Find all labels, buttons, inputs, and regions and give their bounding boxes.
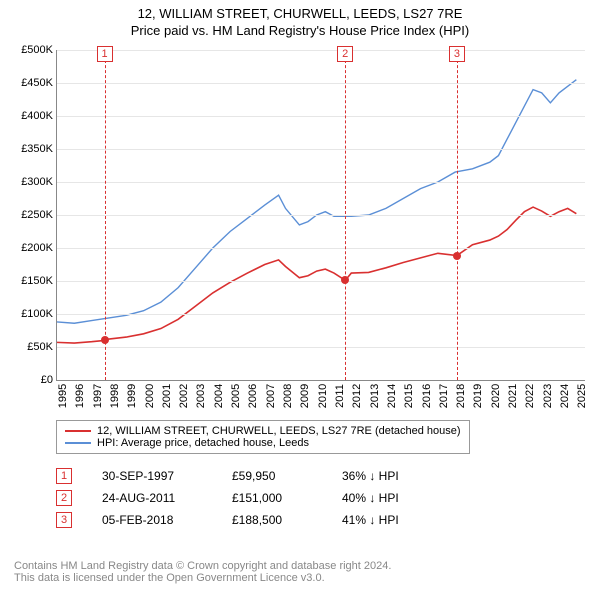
y-axis-label: £350K — [9, 143, 53, 155]
sales-row: 1 30-SEP-1997 £59,950 36% ↓ HPI — [56, 468, 442, 484]
x-axis-label: 2000 — [144, 384, 156, 408]
legend-box: 12, WILLIAM STREET, CHURWELL, LEEDS, LS2… — [56, 420, 470, 454]
x-axis-label: 2019 — [472, 384, 484, 408]
sales-row-date: 24-AUG-2011 — [102, 491, 202, 505]
gridline — [57, 116, 585, 117]
x-axis-label: 2025 — [576, 384, 588, 408]
x-axis-label: 2001 — [161, 384, 173, 408]
x-axis-label: 1999 — [126, 384, 138, 408]
x-axis-label: 2012 — [351, 384, 363, 408]
sale-marker-badge: 3 — [449, 46, 465, 62]
footer-line-2: This data is licensed under the Open Gov… — [14, 572, 391, 584]
y-axis-label: £0 — [9, 374, 53, 386]
x-axis-label: 2024 — [559, 384, 571, 408]
sale-marker-line — [105, 50, 106, 380]
sale-marker-dot — [101, 336, 109, 344]
titles: 12, WILLIAM STREET, CHURWELL, LEEDS, LS2… — [0, 0, 600, 38]
x-axis-label: 2018 — [455, 384, 467, 408]
x-axis-label: 1998 — [109, 384, 121, 408]
chart-container: 12, WILLIAM STREET, CHURWELL, LEEDS, LS2… — [0, 0, 600, 590]
plot-area: £0£50K£100K£150K£200K£250K£300K£350K£400… — [56, 50, 585, 381]
x-axis-label: 1996 — [74, 384, 86, 408]
sales-table: 1 30-SEP-1997 £59,950 36% ↓ HPI 2 24-AUG-2011… — [56, 468, 442, 534]
footer-line-1: Contains HM Land Registry data © Crown c… — [14, 560, 391, 572]
sales-row-pct: 40% ↓ HPI — [342, 491, 442, 505]
sale-marker-line — [457, 50, 458, 380]
y-axis-label: £300K — [9, 176, 53, 188]
sales-row-badge: 1 — [56, 468, 72, 484]
x-axis-label: 2008 — [282, 384, 294, 408]
y-axis-label: £450K — [9, 77, 53, 89]
series-line — [57, 207, 576, 343]
x-axis-label: 2007 — [265, 384, 277, 408]
sales-row-badge: 2 — [56, 490, 72, 506]
sale-marker-line — [345, 50, 346, 380]
sales-row-date: 30-SEP-1997 — [102, 469, 202, 483]
x-axis-label: 2004 — [213, 384, 225, 408]
sales-row-price: £151,000 — [232, 491, 312, 505]
gridline — [57, 347, 585, 348]
title-line-2: Price paid vs. HM Land Registry's House … — [0, 23, 600, 38]
gridline — [57, 182, 585, 183]
x-axis-label: 2015 — [403, 384, 415, 408]
sales-row-date: 05-FEB-2018 — [102, 513, 202, 527]
sales-row-price: £59,950 — [232, 469, 312, 483]
gridline — [57, 281, 585, 282]
x-axis-label: 1997 — [92, 384, 104, 408]
footer-attribution: Contains HM Land Registry data © Crown c… — [14, 560, 391, 584]
sale-marker-dot — [453, 252, 461, 260]
sales-row-pct: 36% ↓ HPI — [342, 469, 442, 483]
legend-swatch — [65, 430, 91, 432]
gridline — [57, 215, 585, 216]
x-axis-label: 2016 — [421, 384, 433, 408]
x-axis-label: 2014 — [386, 384, 398, 408]
legend-label: HPI: Average price, detached house, Leed… — [97, 437, 309, 449]
gridline — [57, 248, 585, 249]
x-axis-label: 2006 — [247, 384, 259, 408]
sales-row-price: £188,500 — [232, 513, 312, 527]
x-axis-label: 2010 — [317, 384, 329, 408]
y-axis-label: £250K — [9, 209, 53, 221]
gridline — [57, 314, 585, 315]
x-axis-label: 2022 — [524, 384, 536, 408]
title-line-1: 12, WILLIAM STREET, CHURWELL, LEEDS, LS2… — [0, 6, 600, 21]
sales-row: 3 05-FEB-2018 £188,500 41% ↓ HPI — [56, 512, 442, 528]
x-axis-label: 2020 — [490, 384, 502, 408]
x-axis-label: 2011 — [334, 384, 346, 408]
x-axis-label: 2003 — [195, 384, 207, 408]
x-axis-label: 2017 — [438, 384, 450, 408]
y-axis-label: £400K — [9, 110, 53, 122]
gridline — [57, 149, 585, 150]
x-axis-label: 2009 — [299, 384, 311, 408]
sale-marker-badge: 1 — [97, 46, 113, 62]
x-axis-label: 2013 — [369, 384, 381, 408]
sales-row-badge: 3 — [56, 512, 72, 528]
y-axis-label: £150K — [9, 275, 53, 287]
gridline — [57, 83, 585, 84]
x-axis-label: 2023 — [542, 384, 554, 408]
sale-marker-badge: 2 — [337, 46, 353, 62]
gridline — [57, 50, 585, 51]
legend-label: 12, WILLIAM STREET, CHURWELL, LEEDS, LS2… — [97, 425, 461, 437]
legend-swatch — [65, 442, 91, 444]
legend-item: 12, WILLIAM STREET, CHURWELL, LEEDS, LS2… — [65, 425, 461, 437]
x-axis-label: 2005 — [230, 384, 242, 408]
legend-item: HPI: Average price, detached house, Leed… — [65, 437, 461, 449]
x-axis-label: 2021 — [507, 384, 519, 408]
y-axis-label: £500K — [9, 44, 53, 56]
x-axis-label: 2002 — [178, 384, 190, 408]
sales-row-pct: 41% ↓ HPI — [342, 513, 442, 527]
sales-row: 2 24-AUG-2011 £151,000 40% ↓ HPI — [56, 490, 442, 506]
y-axis-label: £50K — [9, 341, 53, 353]
x-axis-label: 1995 — [57, 384, 69, 408]
y-axis-label: £100K — [9, 308, 53, 320]
y-axis-label: £200K — [9, 242, 53, 254]
sale-marker-dot — [341, 276, 349, 284]
